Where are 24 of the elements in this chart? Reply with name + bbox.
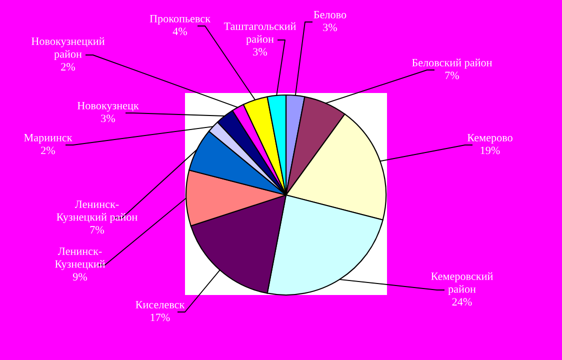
slice-label: Кемерово — [467, 134, 512, 144]
data-label: 3% — [253, 48, 268, 56]
slice-label: Кемеровский район — [431, 272, 493, 296]
data-label: 3% — [323, 24, 338, 32]
slice-label: Прокопьевск — [150, 15, 210, 25]
slice-label: Новокузнецкий район — [32, 37, 105, 60]
data-label: 17% — [150, 314, 170, 322]
data-label: 7% — [90, 226, 104, 234]
data-label: 24% — [452, 298, 472, 306]
data-label: 4% — [172, 28, 188, 36]
slice-label: Мариинск — [24, 134, 72, 144]
slice-label: Белово — [314, 11, 346, 18]
slice-label: Киселевск — [136, 301, 185, 308]
data-label: 9% — [72, 273, 88, 281]
data-label: 2% — [61, 63, 76, 71]
data-label: 19% — [480, 146, 500, 154]
slice-label: Таштагольский район — [224, 22, 296, 46]
slice-label: Новокузнецк — [77, 102, 139, 112]
data-label: 7% — [445, 72, 460, 80]
slice-label: Беловский район — [412, 58, 492, 69]
slice-label: Ленинск- Кузнецкий — [55, 248, 106, 270]
data-label: 2% — [41, 146, 56, 154]
data-label: 3% — [101, 114, 116, 122]
slice-label: Ленинск- Кузнецкий район — [56, 200, 138, 224]
